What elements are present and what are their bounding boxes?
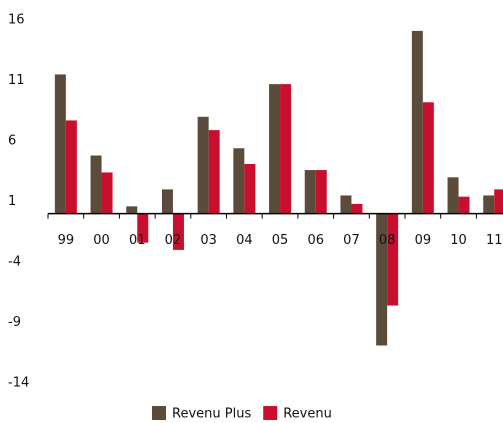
x-tick-label: 08	[379, 233, 396, 248]
bar	[340, 195, 352, 214]
y-tick-label: 6	[8, 134, 16, 149]
y-tick-label: 16	[8, 13, 25, 28]
bar	[483, 195, 495, 214]
x-tick-label: 09	[415, 233, 432, 248]
bar	[65, 120, 77, 214]
bar	[315, 170, 327, 214]
y-tick-label: 1	[8, 194, 16, 209]
bar	[280, 84, 292, 214]
bar	[233, 148, 245, 214]
x-tick-label: 03	[200, 233, 217, 248]
x-tick-label: 05	[272, 233, 289, 248]
y-tick-label: -9	[8, 315, 21, 330]
bar	[387, 213, 399, 306]
y-tick-label: 11	[8, 73, 25, 88]
bar	[411, 30, 423, 214]
bar	[376, 213, 388, 346]
x-tick-label: 10	[450, 233, 467, 248]
bar	[137, 213, 149, 243]
x-tick-label: 01	[129, 233, 146, 248]
legend-swatch	[263, 406, 278, 420]
bar	[197, 116, 209, 214]
x-tick-label: 00	[93, 233, 110, 248]
bar	[90, 155, 102, 214]
legend-label: Revenu Plus	[172, 407, 251, 422]
bar	[304, 170, 316, 214]
bar	[208, 130, 220, 214]
x-tick-label: 02	[165, 233, 182, 248]
x-tick-label: 06	[307, 233, 324, 248]
bar	[126, 206, 138, 214]
bar	[244, 163, 256, 214]
bar	[422, 102, 434, 214]
bar	[269, 84, 281, 214]
bar	[458, 196, 470, 214]
bar	[161, 189, 173, 214]
x-tick-label: 04	[236, 233, 253, 248]
bar	[54, 74, 66, 214]
bar	[101, 172, 113, 214]
legend-swatch	[152, 406, 166, 420]
bar	[351, 203, 363, 214]
bar	[172, 213, 184, 250]
x-tick-label: 07	[343, 233, 360, 248]
x-tick-label: 11	[486, 233, 503, 248]
x-tick-label: 99	[58, 233, 75, 248]
bar	[494, 189, 503, 214]
bar	[447, 177, 459, 214]
y-tick-label: -4	[8, 255, 21, 270]
y-tick-label: -14	[8, 376, 29, 391]
legend-label: Revenu	[283, 407, 332, 422]
